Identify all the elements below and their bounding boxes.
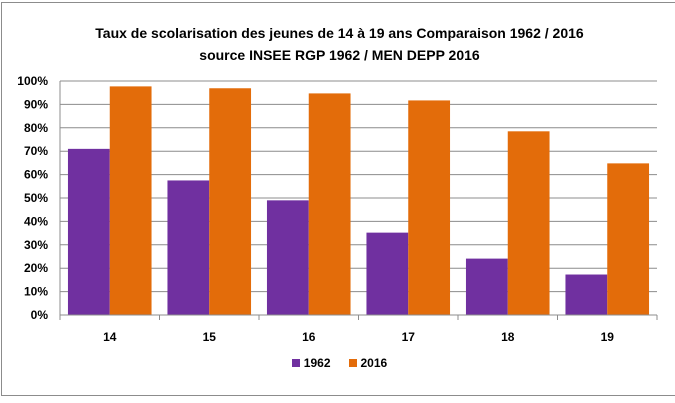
legend-swatch-2016 (348, 359, 357, 367)
x-tick-label: 16 (302, 330, 316, 344)
bar-1962-16 (266, 200, 309, 315)
bar-1962-18 (465, 258, 508, 315)
y-tick-label: 60% (24, 168, 48, 182)
y-tick-label: 50% (24, 191, 48, 205)
legend-item-2016: 2016 (348, 356, 388, 370)
legend-swatch-1962 (291, 359, 300, 367)
bar-1962-15 (167, 180, 210, 315)
x-tick-label: 14 (103, 330, 117, 344)
bar-1962-19 (565, 274, 608, 315)
legend-label-1962: 1962 (303, 356, 331, 370)
legend-item-1962: 1962 (291, 356, 331, 370)
bar-2016-16 (308, 93, 351, 315)
y-tick-label: 20% (24, 261, 48, 275)
y-tick-label: 40% (24, 214, 48, 228)
y-tick-label: 80% (24, 121, 48, 135)
bar-2016-14 (109, 86, 152, 315)
chart-subtitle: source INSEE RGP 1962 / MEN DEPP 2016 (199, 47, 480, 63)
legend-label-2016: 2016 (360, 356, 388, 370)
y-tick-label: 100% (17, 74, 48, 88)
x-tick-label: 17 (402, 330, 416, 344)
y-tick-label: 30% (24, 238, 48, 252)
bar-2016-15 (209, 88, 252, 315)
chart-title: Taux de scolarisation des jeunes de 14 à… (95, 25, 584, 41)
y-tick-label: 90% (24, 97, 48, 111)
y-tick-label: 10% (24, 285, 48, 299)
bar-1962-17 (366, 232, 409, 315)
bar-1962-14 (67, 148, 110, 315)
bar-2016-18 (507, 131, 550, 315)
bar-2016-17 (408, 100, 451, 315)
y-tick-label: 70% (24, 144, 48, 158)
y-tick-label: 0% (31, 308, 49, 322)
x-tick-label: 18 (501, 330, 515, 344)
x-tick-label: 19 (601, 330, 615, 344)
chart-frame: Taux de scolarisation des jeunes de 14 à… (1, 2, 675, 396)
plot-area: 0% 10% 20% 30% 40% 50% 60% 70% 80% 90% 100% 14 15 16 1… (17, 74, 658, 344)
bar-2016-19 (607, 163, 650, 315)
legend: 1962 2016 (2, 356, 675, 370)
x-tick-label: 15 (203, 330, 217, 344)
